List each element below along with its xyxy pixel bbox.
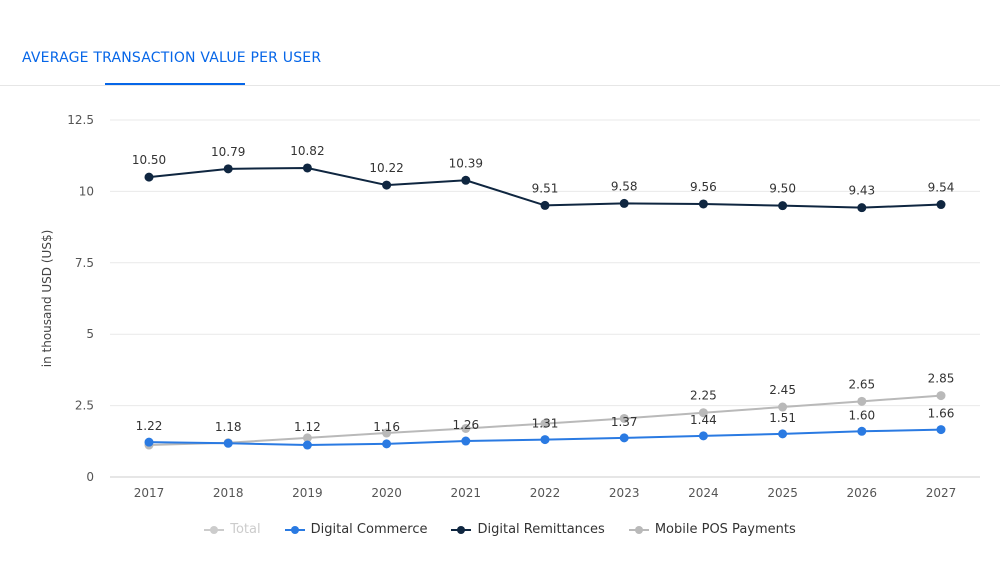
data-point — [461, 175, 471, 185]
data-point — [223, 438, 233, 448]
data-label: 1.18 — [215, 420, 242, 434]
title-underline — [105, 83, 245, 85]
data-point — [936, 200, 946, 210]
legend-marker-icon — [284, 525, 305, 534]
x-tick-label: 2026 — [847, 486, 878, 500]
data-point — [778, 402, 788, 412]
y-tick-label: 2.5 — [75, 399, 94, 413]
data-point — [857, 396, 867, 406]
legend-marker-icon — [204, 525, 225, 534]
data-label: 1.12 — [294, 420, 321, 434]
data-point — [936, 391, 946, 401]
x-tick-label: 2020 — [371, 486, 402, 500]
data-point — [223, 164, 233, 174]
y-tick-label: 12.5 — [67, 113, 94, 127]
data-label: 10.22 — [369, 161, 403, 175]
data-point — [382, 439, 392, 449]
data-label: 9.54 — [928, 181, 955, 195]
data-point — [619, 413, 629, 423]
data-label: 1.22 — [136, 419, 163, 433]
data-point — [540, 419, 550, 429]
legend-item[interactable]: Mobile POS Payments — [628, 522, 796, 537]
data-point — [540, 435, 550, 445]
data-label: 2.65 — [848, 377, 875, 391]
data-label: 10.79 — [211, 145, 245, 159]
data-point — [302, 440, 312, 450]
data-point — [619, 433, 629, 443]
x-tick-label: 2024 — [688, 486, 719, 500]
x-tick-label: 2023 — [609, 486, 640, 500]
legend-label: Total — [230, 522, 261, 537]
data-point — [936, 425, 946, 435]
legend: Total Digital Commerce Digital Remittances… — [0, 522, 1000, 537]
data-label: 9.51 — [532, 181, 559, 195]
y-tick-label: 5 — [86, 327, 94, 341]
data-point — [144, 172, 154, 182]
data-point — [698, 199, 708, 209]
data-label: 1.66 — [928, 407, 955, 421]
y-tick-label: 10 — [79, 184, 94, 198]
data-label: 1.44 — [690, 413, 717, 427]
data-point — [857, 426, 867, 436]
chart-title: AVERAGE TRANSACTION VALUE PER USER — [22, 50, 322, 66]
data-label: 1.51 — [769, 411, 796, 425]
x-tick-label: 2025 — [767, 486, 798, 500]
data-label: 1.60 — [848, 408, 875, 422]
data-label: 1.16 — [373, 420, 400, 434]
data-point — [857, 203, 867, 213]
data-point — [778, 429, 788, 439]
data-label: 10.50 — [132, 153, 166, 167]
legend-item[interactable]: Digital Remittances — [451, 522, 605, 537]
data-label: 9.58 — [611, 179, 638, 193]
data-point — [461, 423, 471, 433]
legend-marker-icon — [451, 525, 472, 534]
legend-label: Mobile POS Payments — [654, 522, 796, 537]
legend-marker-icon — [628, 525, 649, 534]
data-point — [619, 198, 629, 208]
data-point — [540, 200, 550, 210]
data-point — [382, 428, 392, 438]
data-point — [698, 431, 708, 441]
data-label: 2.25 — [690, 389, 717, 403]
data-point — [144, 437, 154, 447]
data-label: 10.39 — [449, 156, 483, 170]
data-label: 1.26 — [452, 418, 479, 432]
x-tick-label: 2027 — [926, 486, 957, 500]
y-axis-label: in thousand USD (US$) — [40, 230, 54, 368]
data-point — [778, 201, 788, 211]
data-label: 1.31 — [532, 417, 559, 431]
data-point — [302, 163, 312, 173]
data-point — [302, 433, 312, 443]
data-label: 9.50 — [769, 182, 796, 196]
line-chart: 0 2.5 5 7.5 10 12.5 2017 2018 2019 2020 2021 2022 20… — [40, 113, 980, 500]
data-point — [461, 436, 471, 446]
y-tick-label: 0 — [86, 470, 94, 484]
y-tick-label: 7.5 — [75, 256, 94, 270]
data-point — [382, 180, 392, 190]
data-label: 2.85 — [928, 372, 955, 386]
legend-label: Digital Commerce — [310, 522, 428, 537]
data-label: 2.45 — [769, 383, 796, 397]
x-tick-label: 2022 — [530, 486, 561, 500]
x-tick-label: 2018 — [213, 486, 244, 500]
x-tick-label: 2021 — [451, 486, 482, 500]
legend-item[interactable]: Total — [204, 522, 261, 537]
data-point — [698, 408, 708, 418]
legend-label: Digital Remittances — [477, 522, 605, 537]
data-label: 9.43 — [848, 184, 875, 198]
legend-item[interactable]: Digital Commerce — [284, 522, 428, 537]
x-tick-label: 2019 — [292, 486, 323, 500]
data-label: 10.82 — [290, 144, 324, 158]
x-tick-label: 2017 — [134, 486, 165, 500]
data-label: 9.56 — [690, 180, 717, 194]
header-divider — [0, 85, 1000, 86]
data-label: 1.37 — [611, 415, 638, 429]
